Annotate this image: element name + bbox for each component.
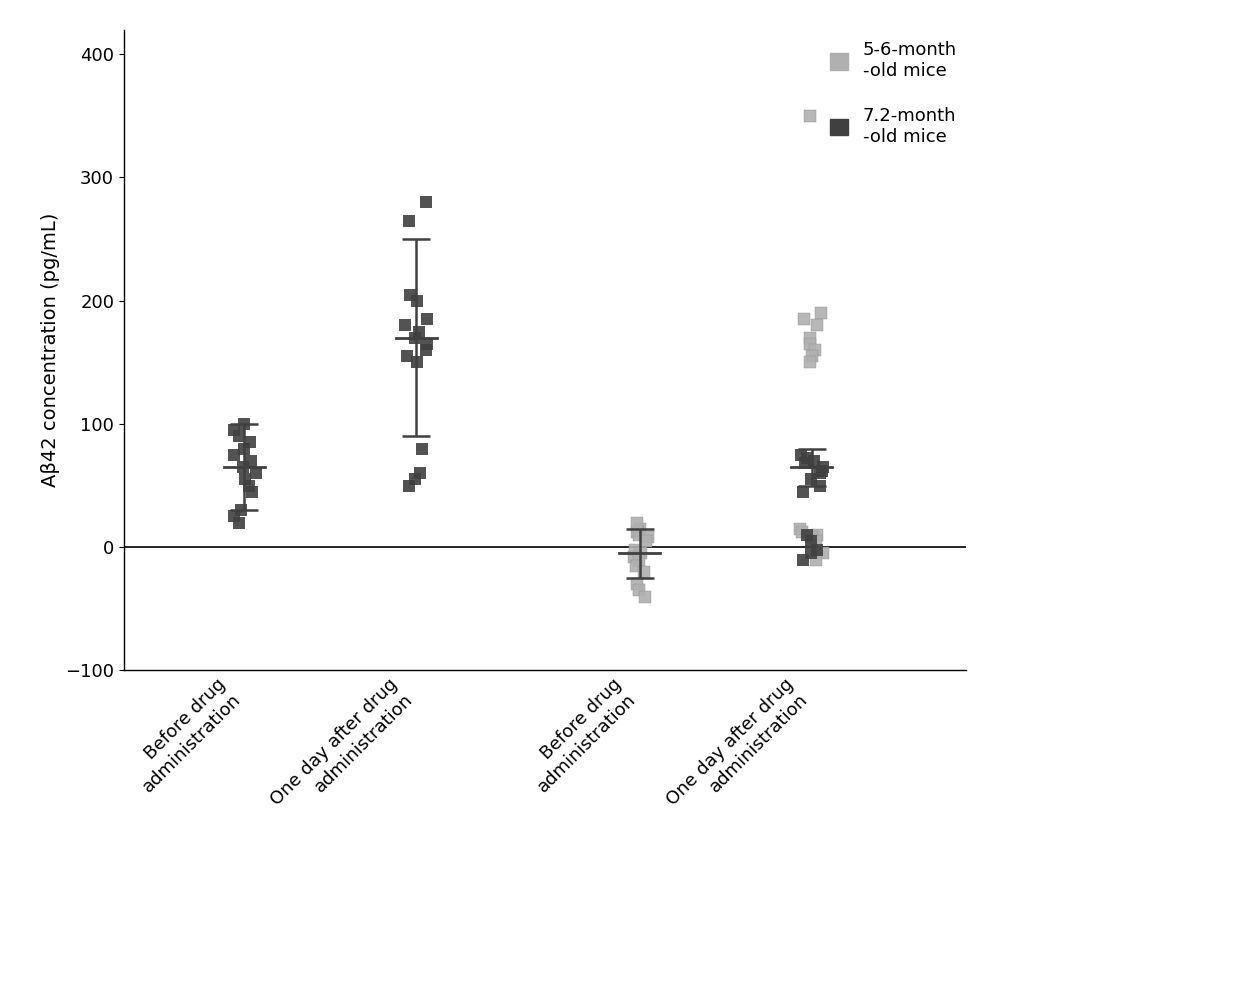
Point [804, 453, 824, 468]
Point [229, 515, 249, 530]
Point [418, 336, 437, 352]
Point [400, 287, 420, 303]
Point [416, 342, 436, 358]
Point [224, 447, 244, 462]
Point [235, 471, 255, 487]
Point [624, 549, 644, 565]
Point [810, 477, 830, 493]
Point [808, 541, 828, 557]
Point [805, 342, 825, 358]
Point [234, 441, 254, 457]
Point [242, 484, 261, 500]
Point [628, 551, 648, 567]
Point [406, 355, 426, 371]
Point [627, 515, 647, 530]
Point [636, 589, 655, 604]
Point [803, 348, 823, 364]
Point [792, 525, 812, 540]
Point [224, 509, 244, 525]
Point [224, 422, 244, 438]
Point [812, 306, 831, 321]
Point [405, 329, 425, 346]
Point [408, 293, 427, 309]
Point [416, 312, 436, 327]
Point [629, 521, 649, 536]
Point [413, 441, 432, 457]
Point [807, 551, 826, 567]
Point [239, 477, 259, 493]
Point [795, 456, 815, 471]
Point [789, 521, 809, 536]
Point [629, 527, 649, 542]
Point [242, 453, 261, 468]
Point [793, 551, 813, 567]
Point [416, 194, 436, 210]
Point [799, 108, 819, 124]
Point [800, 329, 820, 346]
Legend: 5-6-month
-old mice, 7.2-month
-old mice: 5-6-month -old mice, 7.2-month -old mice [821, 33, 966, 155]
Point [632, 545, 652, 561]
Point [794, 312, 814, 327]
Point [813, 459, 833, 475]
Point [410, 465, 430, 481]
Point [799, 355, 819, 371]
Point [232, 503, 252, 519]
Point [802, 545, 821, 561]
Point [245, 465, 265, 481]
Point [638, 529, 658, 545]
Point [399, 213, 419, 229]
Point [797, 527, 817, 542]
Point [229, 428, 249, 444]
Point [633, 564, 653, 580]
Point [803, 529, 823, 545]
Point [398, 348, 418, 364]
Point [800, 336, 820, 352]
Point [627, 525, 647, 540]
Point [807, 527, 826, 542]
Point [813, 462, 833, 478]
Y-axis label: Aβ42 concentration (pg/mL): Aβ42 concentration (pg/mL) [41, 213, 59, 487]
Point [629, 583, 649, 599]
Point [405, 471, 425, 487]
Point [797, 451, 817, 466]
Point [807, 533, 826, 549]
Point [399, 477, 419, 493]
Point [800, 533, 820, 549]
Point [233, 459, 253, 475]
Point [234, 416, 254, 432]
Point [808, 317, 828, 333]
Point [802, 471, 821, 487]
Point [626, 558, 646, 574]
Point [810, 465, 830, 481]
Point [793, 484, 813, 500]
Point [813, 545, 833, 561]
Point [790, 447, 810, 462]
Point [626, 541, 646, 557]
Point [627, 576, 647, 592]
Point [409, 323, 429, 339]
Point [637, 533, 657, 549]
Point [395, 317, 415, 333]
Point [239, 435, 259, 451]
